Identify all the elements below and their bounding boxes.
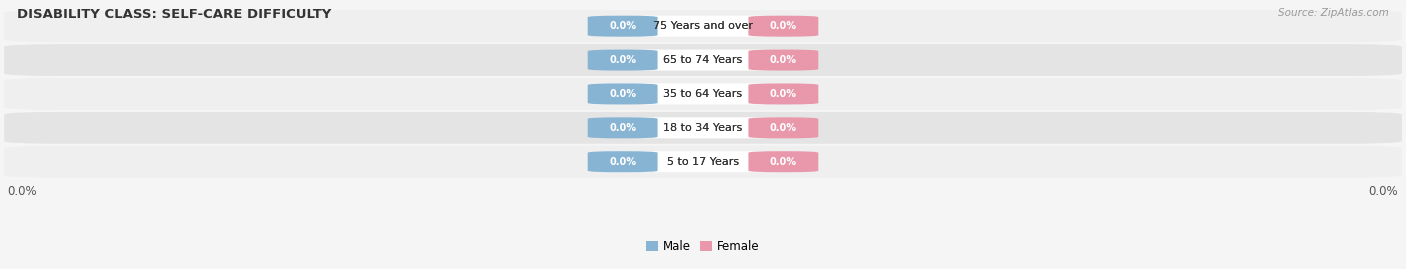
Text: 5 to 17 Years: 5 to 17 Years (666, 157, 740, 167)
FancyBboxPatch shape (626, 49, 780, 70)
Text: 75 Years and over: 75 Years and over (652, 21, 754, 31)
FancyBboxPatch shape (748, 83, 818, 104)
FancyBboxPatch shape (626, 117, 780, 138)
FancyBboxPatch shape (588, 83, 658, 104)
Text: Source: ZipAtlas.com: Source: ZipAtlas.com (1278, 8, 1389, 18)
FancyBboxPatch shape (748, 117, 818, 138)
FancyBboxPatch shape (588, 16, 658, 37)
FancyBboxPatch shape (4, 10, 1402, 42)
FancyBboxPatch shape (588, 151, 658, 172)
Text: 75 Years and over: 75 Years and over (652, 21, 754, 31)
Text: DISABILITY CLASS: SELF-CARE DIFFICULTY: DISABILITY CLASS: SELF-CARE DIFFICULTY (17, 8, 332, 21)
FancyBboxPatch shape (4, 146, 1402, 178)
Text: 65 to 74 Years: 65 to 74 Years (664, 55, 742, 65)
Text: 0.0%: 0.0% (770, 21, 797, 31)
FancyBboxPatch shape (748, 16, 818, 37)
FancyBboxPatch shape (4, 44, 1402, 76)
FancyBboxPatch shape (626, 83, 780, 104)
FancyBboxPatch shape (626, 151, 780, 172)
Text: 0.0%: 0.0% (609, 123, 636, 133)
FancyBboxPatch shape (588, 117, 658, 138)
Text: 0.0%: 0.0% (609, 21, 636, 31)
Text: 0.0%: 0.0% (1368, 185, 1399, 198)
FancyBboxPatch shape (748, 151, 818, 172)
Text: 0.0%: 0.0% (609, 157, 636, 167)
FancyBboxPatch shape (4, 112, 1402, 144)
Text: 0.0%: 0.0% (7, 185, 38, 198)
Text: 0.0%: 0.0% (770, 123, 797, 133)
Text: 65 to 74 Years: 65 to 74 Years (664, 55, 742, 65)
FancyBboxPatch shape (748, 49, 818, 70)
FancyBboxPatch shape (626, 16, 780, 37)
Text: 0.0%: 0.0% (609, 55, 636, 65)
Text: 0.0%: 0.0% (770, 55, 797, 65)
Legend: Male, Female: Male, Female (647, 240, 759, 253)
Text: 0.0%: 0.0% (770, 157, 797, 167)
Text: 35 to 64 Years: 35 to 64 Years (664, 89, 742, 99)
Text: 5 to 17 Years: 5 to 17 Years (666, 157, 740, 167)
Text: 18 to 34 Years: 18 to 34 Years (664, 123, 742, 133)
Text: 18 to 34 Years: 18 to 34 Years (664, 123, 742, 133)
FancyBboxPatch shape (4, 78, 1402, 110)
FancyBboxPatch shape (588, 49, 658, 70)
Text: 35 to 64 Years: 35 to 64 Years (664, 89, 742, 99)
Text: 0.0%: 0.0% (609, 89, 636, 99)
Text: 0.0%: 0.0% (770, 89, 797, 99)
